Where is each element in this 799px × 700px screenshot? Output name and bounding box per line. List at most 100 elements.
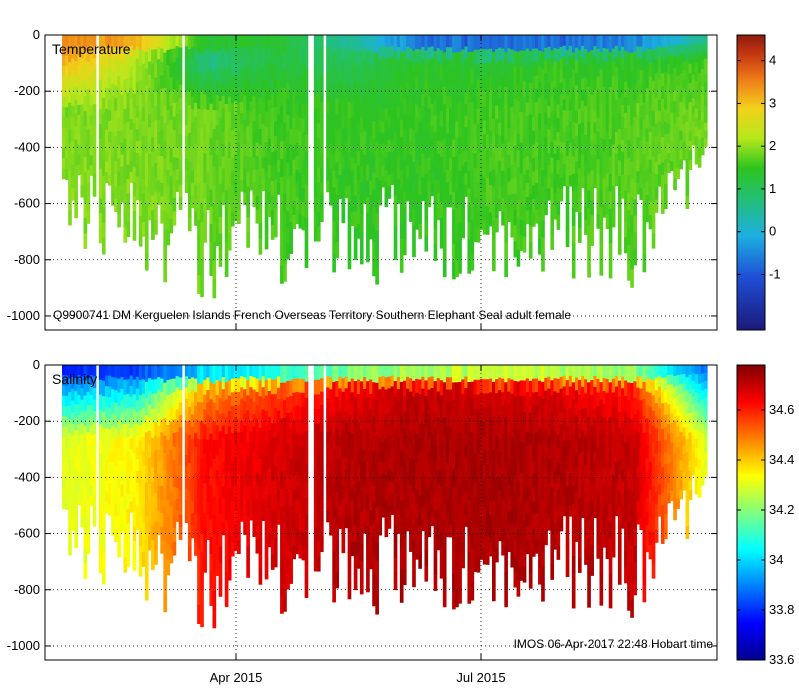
profile-cell: [92, 468, 97, 481]
profile-cell: [163, 506, 168, 525]
profile-cell: [92, 81, 97, 93]
profile-cell: [424, 503, 429, 520]
profile-cell: [399, 187, 404, 205]
profile-cell: [114, 453, 118, 467]
profile-cell: [498, 160, 502, 174]
profile-cell: [108, 418, 112, 430]
profile-cell: [108, 493, 112, 505]
profile-cell: [676, 137, 680, 149]
profile-column: [670, 35, 674, 172]
profile-cell: [178, 452, 183, 466]
profile-cell: [286, 99, 290, 116]
profile-cell: [424, 189, 429, 206]
profile-cell: [350, 184, 355, 199]
profile-cell: [614, 88, 619, 100]
profile-column: [507, 35, 512, 223]
profile-cell: [237, 61, 241, 76]
profile-cell: [320, 365, 324, 379]
profile-cell: [691, 50, 696, 60]
profile-cell: [660, 162, 665, 176]
profile-cell: [657, 132, 662, 144]
profile-cell: [117, 502, 121, 517]
profile-cell: [246, 395, 250, 411]
profile-cell: [657, 143, 662, 155]
profile-cell: [184, 500, 189, 512]
profile-cell: [359, 365, 364, 382]
profile-cell: [415, 476, 419, 491]
profile-cell: [304, 497, 309, 515]
profile-cell: [261, 487, 266, 499]
profile-cell: [427, 182, 432, 195]
profile-cell: [243, 498, 247, 511]
profile-cell: [617, 176, 622, 193]
profile-cell: [535, 142, 539, 157]
profile-column: [482, 35, 487, 235]
profile-cell: [476, 109, 481, 125]
profile-cell: [344, 151, 349, 164]
profile-cell: [430, 103, 435, 116]
profile-cell: [326, 46, 330, 58]
profile-cell: [528, 210, 533, 227]
profile-cell: [341, 35, 346, 49]
profile-cell: [255, 155, 260, 170]
profile-cell: [258, 396, 263, 413]
profile-cell: [166, 139, 171, 156]
profile-cell: [599, 120, 604, 139]
profile-column: [688, 35, 693, 170]
profile-cell: [166, 529, 171, 546]
profile-cell: [387, 128, 392, 141]
profile-cell: [402, 144, 407, 161]
profile-cell: [280, 247, 284, 267]
profile-cell: [694, 90, 699, 100]
profile-cell: [406, 376, 410, 390]
profile-column: [535, 35, 539, 224]
profile-cell: [449, 84, 453, 97]
profile-cell: [418, 524, 422, 540]
profile-cell: [393, 115, 398, 132]
profile-cell: [132, 467, 137, 483]
profile-cell: [409, 74, 413, 89]
profile-cell: [470, 85, 475, 103]
profile-cell: [332, 85, 336, 104]
profile-cell: [455, 69, 459, 88]
profile-cell: [197, 586, 201, 606]
profile-cell: [151, 108, 155, 124]
profile-cell: [101, 191, 106, 208]
profile-cell: [154, 77, 158, 93]
profile-column: [273, 35, 278, 238]
profile-cell: [504, 155, 508, 174]
profile-cell: [151, 49, 155, 65]
profile-cell: [218, 233, 223, 251]
profile-cell: [157, 449, 161, 463]
profile-cell: [479, 173, 484, 189]
profile-cell: [184, 57, 189, 70]
profile-cell: [114, 465, 118, 479]
profile-cell: [264, 517, 269, 534]
profile-cell: [654, 174, 659, 188]
profile-cell: [516, 101, 521, 118]
profile-cell: [105, 77, 109, 89]
profile-column: [329, 365, 333, 536]
profile-cell: [553, 113, 558, 128]
profile-cell: [224, 416, 229, 435]
profile-cell: [504, 35, 508, 53]
profile-cell: [62, 45, 66, 56]
profile-cell: [399, 35, 404, 53]
profile-cell: [390, 461, 395, 473]
profile-cell: [372, 172, 376, 191]
profile-column: [353, 365, 358, 591]
profile-cell: [384, 438, 389, 452]
profile-column: [230, 365, 235, 557]
profile-cell: [289, 175, 293, 192]
profile-cell: [402, 490, 407, 507]
profile-cell: [105, 417, 109, 429]
profile-cell: [578, 168, 582, 184]
profile-cell: [424, 173, 429, 190]
profile-cell: [289, 97, 293, 114]
profile-cell: [657, 164, 662, 176]
profile-cell: [587, 225, 591, 244]
profile-cell: [135, 459, 140, 472]
profile-cell: [65, 395, 69, 407]
profile-cell: [433, 228, 438, 245]
profile-column: [80, 365, 85, 528]
